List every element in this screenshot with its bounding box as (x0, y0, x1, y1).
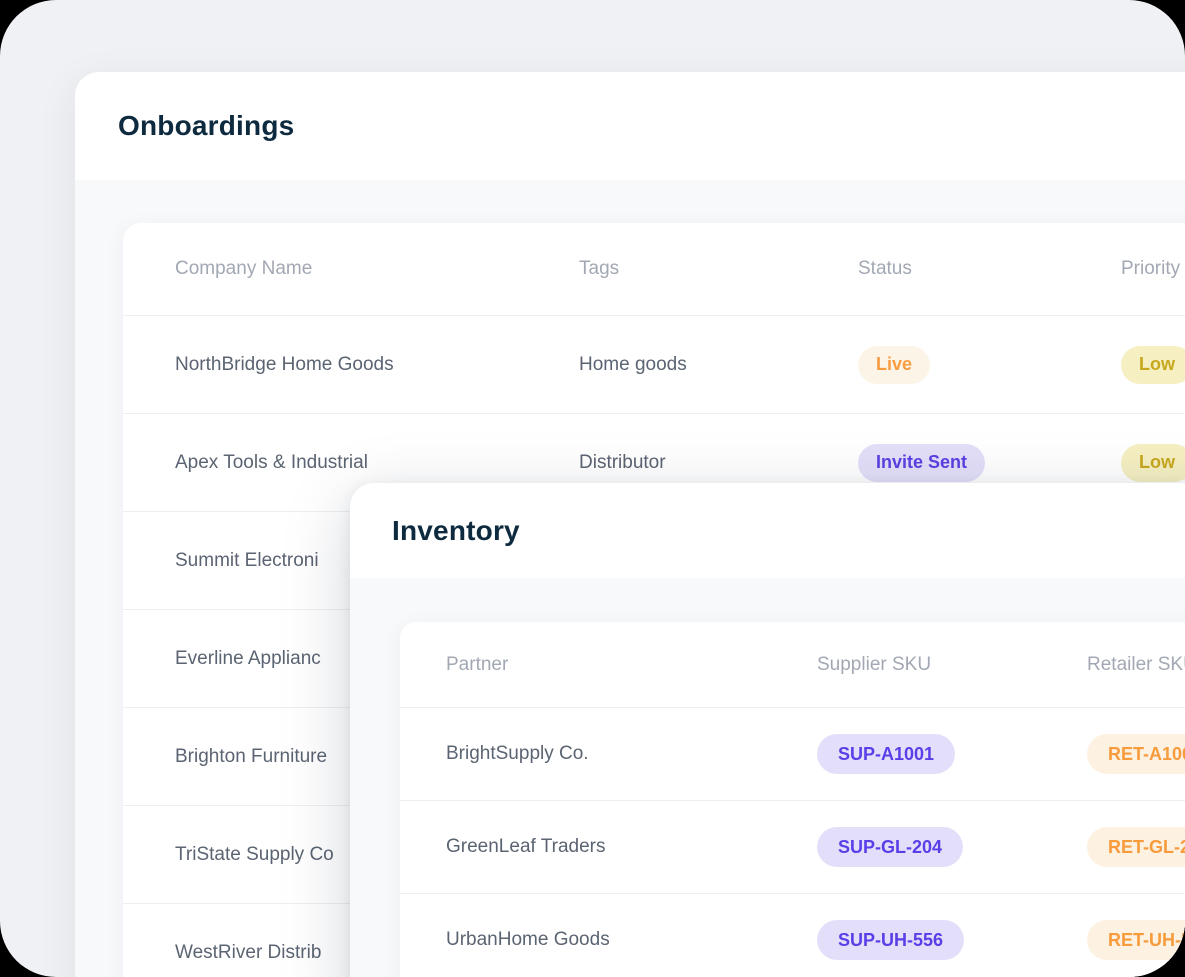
company-name-cell: Apex Tools & Industrial (175, 451, 368, 473)
table-row[interactable]: GreenLeaf Traders SUP-GL-204 RET-GL-204 (400, 800, 1185, 893)
priority-badge: Low (1121, 345, 1185, 384)
tags-cell: Distributor (579, 451, 666, 473)
company-name-cell: NorthBridge Home Goods (175, 353, 394, 375)
retailer-sku-badge: RET-A1001 (1087, 734, 1185, 774)
column-header-priority: Priority (1121, 258, 1181, 279)
retailer-sku-badge: RET-UH-556 (1087, 920, 1185, 960)
inventory-card: Inventory Partner Supplier SKU Retailer … (350, 483, 1185, 977)
onboardings-card-header: Onboardings (75, 72, 1185, 180)
table-row[interactable]: Apex Tools & Industrial Distributor Invi… (123, 413, 1185, 511)
supplier-sku-badge: SUP-A1001 (817, 734, 956, 774)
status-badge: Invite Sent (858, 443, 986, 482)
column-header-status: Status (858, 258, 912, 279)
partner-cell: GreenLeaf Traders (446, 836, 606, 857)
column-header-supplier-sku: Supplier SKU (817, 653, 932, 675)
table-row[interactable]: NorthBridge Home Goods Home goods Live L… (123, 315, 1185, 413)
company-name-cell: Everline Applianc (175, 647, 321, 669)
onboardings-table-header-row: Company Name Tags Status Priority (123, 223, 1185, 315)
column-header-retailer-sku: Retailer SKU (1087, 653, 1185, 675)
partner-cell: BrightSupply Co. (446, 743, 589, 764)
column-header-company-name: Company Name (175, 258, 313, 279)
retailer-sku-badge: RET-GL-204 (1087, 827, 1185, 867)
inventory-table-header-row: Partner Supplier SKU Retailer SKU (400, 622, 1185, 707)
partner-cell: UrbanHome Goods (446, 929, 610, 950)
supplier-sku-badge: SUP-UH-556 (817, 920, 965, 960)
tags-cell: Home goods (579, 353, 687, 375)
column-header-tags: Tags (579, 258, 620, 279)
onboardings-title: Onboardings (118, 110, 295, 141)
company-name-cell: WestRiver Distrib (175, 941, 322, 963)
inventory-table: Partner Supplier SKU Retailer SKU Bright… (400, 622, 1185, 977)
supplier-sku-badge: SUP-GL-204 (817, 827, 964, 867)
inventory-card-header: Inventory (350, 483, 1185, 578)
inventory-title: Inventory (392, 514, 520, 546)
table-row[interactable]: BrightSupply Co. SUP-A1001 RET-A1001 (400, 707, 1185, 800)
company-name-cell: Brighton Furniture (175, 745, 328, 767)
status-badge: Live (858, 345, 931, 384)
company-name-cell: Summit Electroni (175, 549, 319, 571)
column-header-partner: Partner (446, 653, 509, 675)
table-row[interactable]: UrbanHome Goods SUP-UH-556 RET-UH-556 (400, 893, 1185, 977)
company-name-cell: TriState Supply Co (175, 843, 334, 865)
priority-badge: Low (1121, 443, 1185, 482)
